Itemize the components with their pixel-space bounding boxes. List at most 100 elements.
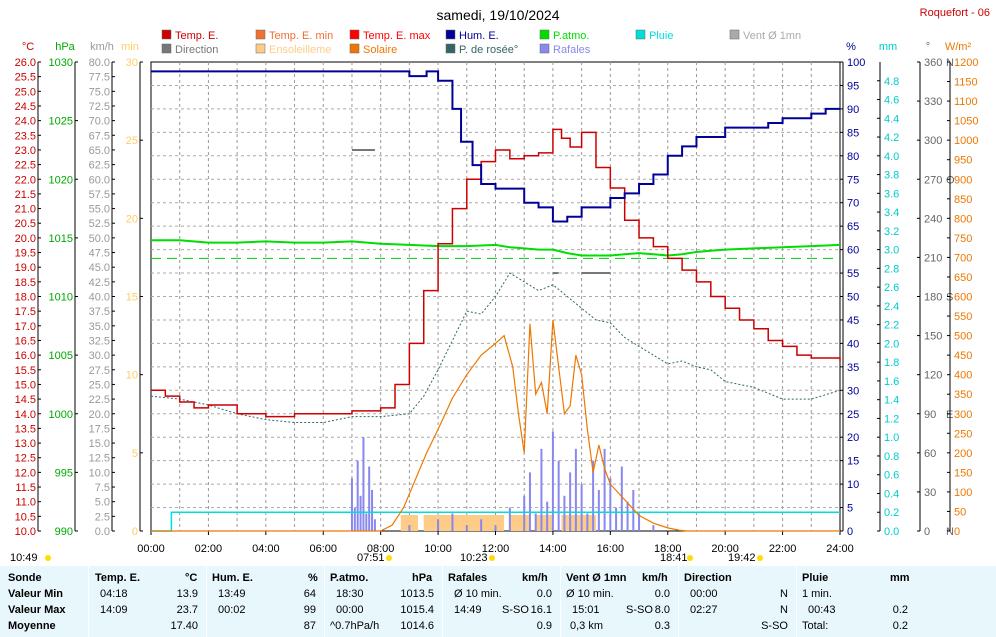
axis-right-tick-label: 150 [954, 467, 972, 479]
axis-right-tick-label: 330 [924, 96, 942, 108]
axis-left-tick-label: 21.5 [15, 189, 36, 201]
temp-min-value: 13.9 [176, 588, 198, 600]
axis-right-tick-label: 40 [847, 338, 859, 350]
axis-left-tick-label: 12.5 [89, 453, 110, 465]
axis-right-tick-label: 0.4 [884, 488, 899, 500]
legend-swatch [349, 43, 360, 54]
axis-right-tick-label: 0.0 [884, 526, 899, 538]
axis-left-tick-label: 21.0 [15, 204, 36, 216]
x-tick-label: 10:00 [424, 543, 452, 555]
axis-left-tick-label: 14.0 [15, 409, 36, 421]
axis-right-tick-label: 65 [847, 221, 859, 233]
wind-min-label: Ø 10 min. [566, 588, 614, 600]
axis-left-tick-label: 10.0 [89, 467, 110, 479]
axis-left-tick-label: 26.0 [15, 57, 36, 69]
legend-label: Temp. E. [175, 30, 218, 42]
axis-right-tick-label: 500 [954, 331, 972, 343]
legend-label: Hum. E. [459, 30, 499, 42]
axis-right-tick-label: 100 [954, 487, 972, 499]
axis-right-direction-label: N [946, 526, 954, 538]
gust-min-value: 0.0 [536, 588, 552, 600]
wind-max-dir: S-SO [626, 604, 653, 616]
sunshine-bar [423, 515, 505, 531]
axis-left-tick-label: 18.0 [15, 292, 36, 304]
station-name: Roquefort - 06 [920, 7, 990, 19]
legend-label: Solaire [363, 44, 397, 56]
legend-swatch [349, 29, 360, 40]
x-tick-label: 16:00 [597, 543, 625, 555]
axis-right-tick-label: 0.6 [884, 470, 899, 482]
axis-left-tick-label: 14.5 [15, 394, 36, 406]
axis-left-tick-label: 62.5 [89, 160, 110, 172]
axis-left-tick-label: 5.0 [95, 497, 110, 509]
axis-left-tick-label: 24.0 [15, 116, 36, 128]
series-temp-e- [151, 128, 841, 418]
legend-swatch [161, 29, 172, 40]
axis-left-tick-label: 1010 [49, 292, 73, 304]
axis-left-tick-label: 22.5 [89, 394, 110, 406]
axis-right-tick-label: 90 [924, 409, 936, 421]
series-p-atmo- [151, 239, 841, 257]
legend-label: Vent Ø 1mn [743, 30, 801, 42]
rain-header: Pluie [802, 572, 829, 584]
legend-label: Direction [175, 44, 218, 56]
legend-swatch [539, 43, 550, 54]
axis-right-tick-label: 3.0 [884, 245, 899, 257]
legend-label: P. de rosée° [459, 44, 518, 56]
axis-right-tick-label: 0 [924, 526, 930, 538]
temp-min-time: 04:18 [100, 588, 128, 600]
axis-left-tick-label: 10.0 [15, 526, 36, 538]
axis-left-tick-label: 12.0 [15, 467, 36, 479]
axis-left-tick-label: 7.5 [95, 482, 110, 494]
axis-right-tick-label: 300 [924, 135, 942, 147]
axis-right-tick-label: 0.8 [884, 451, 899, 463]
axis-left-tick-label: 57.5 [89, 189, 110, 201]
pres-min-time: 18:30 [336, 588, 364, 600]
axis-right-tick-label: 80 [847, 151, 859, 163]
axis-right-tick-label: 1200 [954, 57, 978, 69]
hum-header: Hum. E. [212, 572, 253, 584]
gust-avg: 0.9 [536, 620, 552, 632]
axis-right-tick-label: 0.2 [884, 507, 899, 519]
legend-label: Temp. E. min [269, 30, 333, 42]
pres-max-value: 1015.4 [400, 604, 434, 616]
axis-left-tick-label: 27.5 [89, 365, 110, 377]
axis-left-tick-label: 13.5 [15, 423, 36, 435]
axis-right-tick-label: 1.0 [884, 432, 899, 444]
weather-chart: 10.0 10.5 11.0 11.5 12.0 12.5 13.0 13.5 14.0 14.5… [10, 7, 990, 564]
legend-swatch [445, 29, 456, 40]
axis-right-tick-label: 700 [954, 252, 972, 264]
wind-max-value: 8.0 [654, 604, 670, 616]
axis-left-tick-label: 16.5 [15, 335, 36, 347]
axis-right-tick-label: 550 [954, 311, 972, 323]
series-hum-e- [151, 70, 840, 223]
row-label-avg: Moyenne [8, 620, 56, 632]
legend-swatch [161, 43, 172, 54]
axis-left-tick-label: 75.0 [89, 86, 110, 98]
axis-right-tick-label: 750 [954, 233, 972, 245]
axis-right-tick-label: 60 [847, 245, 859, 257]
axis-right-tick-label: 0 [954, 526, 960, 538]
sunshine-bar [400, 515, 418, 531]
axis-left-tick-label: 11.0 [15, 497, 36, 509]
axis-right-tick-label: 1.8 [884, 357, 899, 369]
axis-left-tick-label: 0 [132, 526, 138, 538]
axis-right-tick-label: 5 [847, 503, 853, 515]
axis-left-unit: °C [22, 41, 34, 53]
pres-avg: 1014.6 [400, 620, 434, 632]
axis-right-tick-label: 400 [954, 370, 972, 382]
axis-right-tick-label: 25 [847, 409, 859, 421]
axis-left-tick-label: 1020 [49, 174, 73, 186]
axis-right-unit: W/m² [945, 41, 972, 53]
gust-max-dir: S-SO [502, 604, 529, 616]
axis-left-tick-label: 67.5 [89, 130, 110, 142]
chart-title: samedi, 19/10/2024 [437, 7, 560, 23]
wind-unit: km/h [642, 572, 668, 584]
x-tick-label: 04:00 [252, 543, 280, 555]
pres-trend: ^0.7hPa/h [330, 620, 380, 632]
axis-left-tick-label: 1025 [49, 116, 73, 128]
axis-right-tick-label: 270 [924, 174, 942, 186]
rain-max-value: 0.2 [892, 604, 908, 616]
axis-right-tick-label: 1100 [954, 96, 978, 108]
hum-min-time: 13:49 [218, 588, 246, 600]
